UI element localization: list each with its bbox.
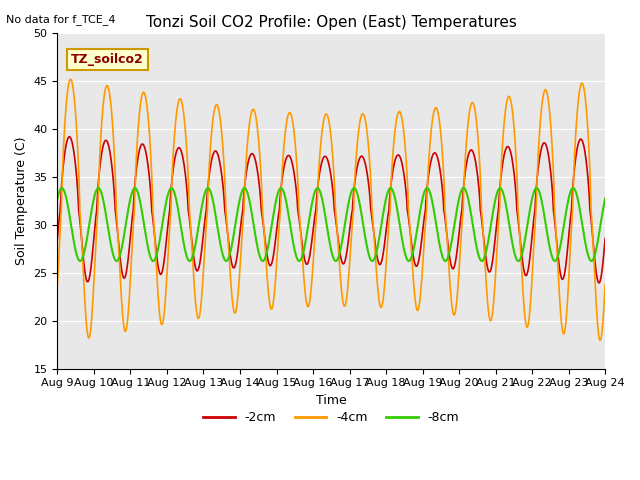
-8cm: [54, 195, 61, 201]
-4cm: [163, 283, 170, 288]
Line: -8cm: -8cm: [58, 188, 605, 261]
-4cm: [237, 251, 244, 257]
Text: TZ_soilco2: TZ_soilco2: [71, 53, 144, 66]
-4cm: [67, 76, 75, 82]
-4cm: [417, 291, 424, 297]
-8cm: [602, 195, 609, 201]
-8cm: [488, 215, 496, 220]
-2cm: [237, 221, 244, 227]
-4cm: [488, 313, 496, 319]
-8cm: [175, 213, 183, 219]
-2cm: [65, 134, 73, 140]
-2cm: [536, 150, 544, 156]
Text: No data for f_TCE_4: No data for f_TCE_4: [6, 14, 116, 25]
-4cm: [176, 96, 184, 102]
-4cm: [596, 337, 604, 343]
Legend: -2cm, -4cm, -8cm: -2cm, -4cm, -8cm: [198, 407, 464, 430]
-2cm: [595, 280, 603, 286]
Line: -4cm: -4cm: [58, 79, 605, 340]
-2cm: [417, 246, 424, 252]
-2cm: [602, 236, 609, 241]
-4cm: [602, 281, 609, 287]
-8cm: [237, 193, 244, 199]
-8cm: [478, 258, 486, 264]
-2cm: [54, 236, 61, 241]
-2cm: [163, 239, 170, 244]
-2cm: [176, 145, 184, 151]
-8cm: [417, 208, 424, 214]
Y-axis label: Soil Temperature (C): Soil Temperature (C): [15, 136, 28, 265]
-2cm: [488, 261, 496, 266]
Line: -2cm: -2cm: [58, 137, 605, 283]
-8cm: [496, 185, 504, 191]
-4cm: [536, 117, 544, 123]
X-axis label: Time: Time: [316, 394, 347, 407]
-8cm: [537, 194, 545, 200]
-8cm: [162, 201, 170, 206]
Title: Tonzi Soil CO2 Profile: Open (East) Temperatures: Tonzi Soil CO2 Profile: Open (East) Temp…: [146, 15, 516, 30]
-4cm: [54, 282, 61, 288]
